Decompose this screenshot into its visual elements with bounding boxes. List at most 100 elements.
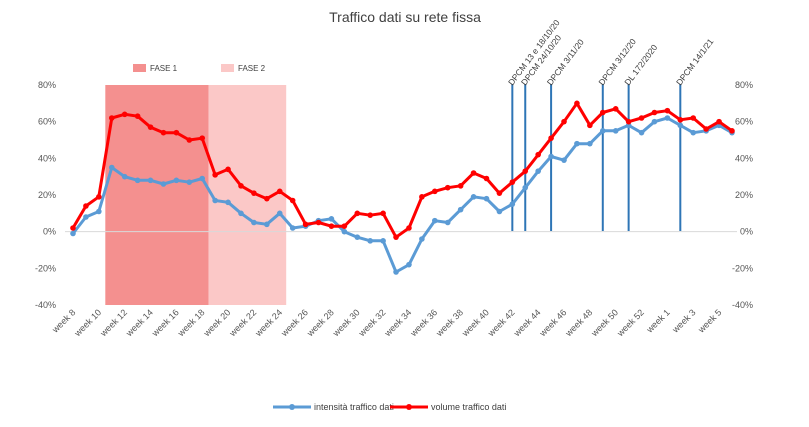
data-point [83, 203, 89, 209]
data-point [134, 113, 141, 119]
x-tick-label: week 48 [563, 307, 594, 338]
x-tick-label: week 32 [356, 307, 387, 338]
data-point [470, 170, 477, 176]
data-point [199, 175, 206, 182]
data-point [638, 129, 645, 136]
data-point [238, 183, 244, 189]
data-point [212, 172, 218, 178]
x-tick-label: week 20 [201, 307, 232, 338]
y-tick-label-right: 0% [740, 227, 753, 237]
x-tick-label: week 42 [485, 307, 516, 338]
x-tick-label: week 36 [408, 307, 439, 338]
data-point [354, 210, 361, 217]
x-tick-label: week 38 [434, 307, 465, 338]
data-point [121, 173, 128, 180]
data-point [121, 111, 128, 118]
x-tick-label: week 24 [253, 307, 284, 338]
data-point [289, 225, 296, 231]
data-point [690, 129, 697, 136]
data-point [96, 194, 102, 200]
data-point [638, 115, 645, 121]
data-point [419, 194, 425, 200]
legend-label: intensità traffico dati [314, 402, 394, 412]
data-point [173, 129, 180, 136]
data-point [612, 128, 619, 134]
data-point [315, 219, 322, 226]
data-point [251, 190, 257, 196]
x-tick-label: week 50 [589, 307, 620, 338]
data-point [599, 109, 606, 116]
x-tick-label: week 34 [382, 307, 413, 338]
data-point [70, 230, 76, 237]
y-tick-label-right: -20% [732, 263, 753, 273]
data-point [716, 118, 722, 125]
data-point [225, 199, 231, 206]
phase-legend-label: FASE 1 [150, 64, 178, 73]
data-point [186, 179, 193, 185]
data-point [380, 238, 386, 244]
series-legend: intensità traffico dati volume traffico d… [273, 402, 506, 412]
y-tick-label-left: 20% [38, 190, 56, 200]
data-point [599, 128, 606, 134]
y-tick-label-left: -20% [35, 263, 56, 273]
phase-legend-label: FASE 2 [238, 64, 266, 73]
data-point [457, 183, 464, 189]
series-line [71, 101, 733, 239]
data-point [173, 177, 180, 184]
data-point [432, 217, 438, 224]
series-lines [70, 100, 735, 275]
data-point [367, 238, 373, 244]
data-point [690, 115, 697, 121]
data-point [703, 126, 709, 132]
data-point [574, 140, 580, 147]
legend-label: volume traffico dati [431, 402, 506, 412]
legend-marker [289, 404, 295, 410]
chart-text: Traffico dati su rete fissa [329, 9, 481, 25]
data-point [496, 190, 503, 196]
x-tick-label: week 1 [644, 307, 672, 335]
event-label: DPCM 14/1/21 [674, 36, 716, 87]
x-tick-label: week 28 [304, 307, 335, 338]
data-point [522, 168, 529, 174]
data-point [341, 228, 348, 235]
data-point [70, 225, 76, 231]
data-point [238, 210, 244, 217]
data-point [535, 168, 541, 174]
data-point [535, 151, 541, 158]
series-line [71, 116, 733, 274]
data-point [83, 214, 89, 220]
x-tick-label: week 46 [537, 307, 568, 338]
data-point [419, 236, 425, 242]
data-point [328, 223, 335, 229]
data-point [276, 188, 283, 195]
x-tick-label: week 14 [123, 307, 154, 338]
data-point [444, 184, 451, 191]
data-point [664, 115, 671, 121]
data-point [160, 129, 167, 136]
data-point [199, 135, 206, 141]
phase-legend-swatch [133, 64, 146, 72]
y-tick-label-left: 80% [38, 80, 56, 90]
data-point [160, 181, 167, 187]
data-point [561, 118, 567, 125]
data-point [561, 157, 567, 163]
data-point [134, 177, 141, 184]
data-point [354, 234, 361, 240]
y-tick-label-right: 40% [735, 153, 753, 163]
phase-band [105, 85, 209, 305]
data-point [664, 107, 671, 114]
data-point [432, 188, 438, 195]
data-point [483, 175, 490, 182]
data-point [548, 153, 554, 160]
data-point [96, 208, 102, 215]
data-point [677, 122, 684, 129]
data-point [651, 118, 658, 125]
y-tick-label-right: 80% [735, 80, 753, 90]
data-point [496, 208, 503, 215]
x-tick-label: week 10 [72, 307, 103, 338]
data-point [393, 269, 399, 275]
y-tick-label-right: 20% [735, 190, 753, 200]
data-point [574, 100, 580, 107]
